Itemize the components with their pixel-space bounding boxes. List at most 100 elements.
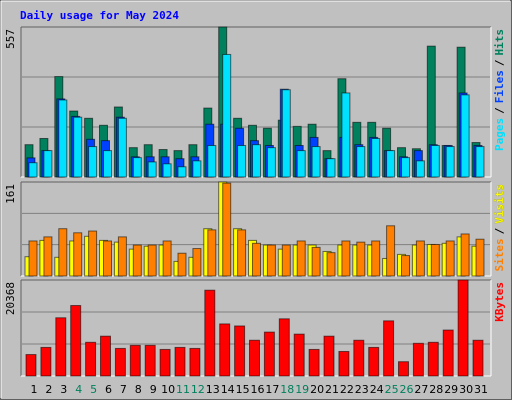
bar [415,160,425,178]
x-tick-label: 19 [295,383,309,396]
bar [296,240,306,277]
bar [401,157,410,178]
bar [281,89,291,178]
bar [401,255,410,277]
bar [132,244,142,277]
x-tick-label: 12 [191,383,205,396]
bar [237,229,247,277]
x-tick-label: 30 [459,383,473,396]
bar [445,146,455,178]
bar [117,117,127,178]
legend: Sites / Visits [493,184,506,272]
bar [308,348,320,377]
bar [252,144,261,178]
bar [442,329,454,377]
legend-entry: KBytes [493,282,506,322]
bar [192,160,202,178]
bar [371,240,381,277]
bar [222,53,232,178]
bar [281,244,291,277]
bar [341,240,351,277]
x-tick-label: 26 [400,383,414,396]
legend-separator: / [493,59,506,66]
bar [58,228,68,277]
bar [73,116,83,178]
bar [189,347,201,377]
bar [311,246,321,277]
x-tick-label: 10 [161,383,175,396]
x-tick-label: 6 [105,383,112,396]
bar [234,325,246,377]
x-tick-label: 20 [310,383,324,396]
bar [427,341,439,377]
legend-entry: Hits [493,29,506,56]
x-tick-label: 23 [355,383,369,396]
chart-title: Daily usage for May 2024 [20,9,179,22]
y-tick-label: 161 [4,184,17,204]
bar [222,182,232,277]
x-tick-label: 31 [474,383,488,396]
bar [177,252,187,277]
bar [162,163,172,178]
bar [323,335,335,377]
bar [383,320,395,377]
bar [266,244,276,277]
legend-entry: Files [493,70,506,103]
x-tick-label: 1 [31,383,38,396]
bar [415,240,425,277]
x-tick-label: 14 [221,383,235,396]
x-tick-label: 5 [90,383,97,396]
bar [88,230,98,277]
bar [278,318,290,377]
bar [28,162,38,178]
x-tick-label: 3 [60,383,67,396]
bar [430,243,440,277]
x-tick-label: 4 [75,383,82,396]
x-tick-label: 29 [444,383,458,396]
bar [40,346,52,377]
bar [249,339,260,377]
legend: Pages / Files / Hits [493,29,506,151]
x-tick-label: 24 [370,383,384,396]
bar [144,344,156,377]
bar [159,348,171,377]
x-tick-label: 8 [135,383,142,396]
bar [132,157,142,178]
bar [162,240,172,277]
x-tick-label: 27 [414,383,428,396]
bar [174,346,186,377]
bar [266,147,276,178]
x-tick-label: 11 [176,383,190,396]
bar [472,339,484,377]
bar [192,248,202,277]
bar [73,232,83,277]
bar [177,166,187,178]
y-tick-label: 557 [4,29,17,49]
bar [103,150,112,178]
bar [356,241,366,277]
bar [88,146,98,178]
legend: KBytes [493,282,506,322]
bar [117,236,127,277]
bar [252,242,261,277]
bar [311,146,321,178]
x-tick-label: 7 [120,383,127,396]
bar [43,150,53,178]
legend-separator: / [493,227,506,234]
bar [368,346,380,377]
bar [457,279,469,377]
x-tick-label: 13 [206,383,220,396]
bar [55,317,67,377]
bar [412,342,424,377]
legend-entry: Visits [493,184,506,224]
legend-separator: / [493,107,506,114]
bar [85,341,97,377]
legend-entry: Pages [493,118,506,151]
bar [43,236,53,277]
bar [326,252,336,277]
legend-entry: Sites [493,238,506,271]
bar [430,144,440,178]
bar [296,150,306,178]
bar [25,354,37,377]
